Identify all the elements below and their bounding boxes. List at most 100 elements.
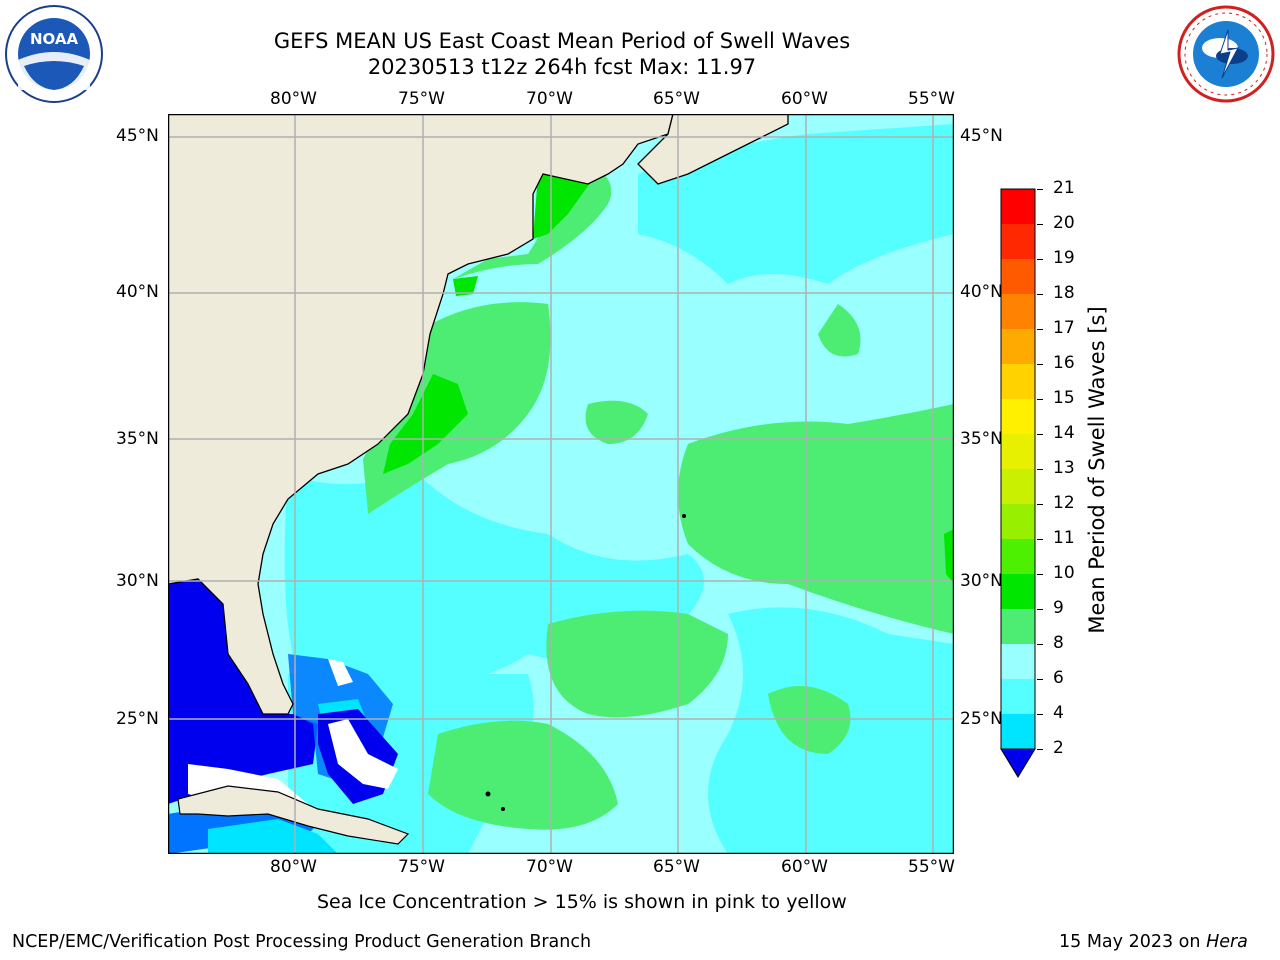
chart-title: GEFS MEAN US East Coast Mean Period of S… bbox=[273, 29, 851, 53]
swell-10-11s-region bbox=[383, 374, 468, 474]
colorbar-band bbox=[1001, 329, 1035, 364]
colorbar-tick bbox=[1037, 644, 1043, 645]
colorbar-tick bbox=[1037, 679, 1043, 680]
nova-scotia-land bbox=[637, 114, 789, 185]
colorbar-tick bbox=[1037, 539, 1043, 540]
bermuda bbox=[682, 514, 686, 518]
colorbar-tick bbox=[1037, 294, 1043, 295]
colorbar bbox=[998, 186, 1038, 786]
lat-label: 30°N bbox=[960, 571, 1003, 591]
colorbar-tick bbox=[1037, 714, 1043, 715]
colorbar-band bbox=[1001, 399, 1035, 434]
gulf-short-period-region bbox=[168, 579, 318, 804]
shallow-bank-nodata bbox=[328, 719, 398, 789]
colorbar-band bbox=[1001, 189, 1035, 224]
colorbar-tick-label: 10 bbox=[1053, 563, 1075, 583]
colorbar-tick bbox=[1037, 259, 1043, 260]
colorbar-tick-label: 18 bbox=[1053, 283, 1075, 303]
colorbar-band bbox=[1001, 714, 1035, 749]
lon-label: 70°W bbox=[526, 89, 573, 109]
lon-label: 75°W bbox=[398, 857, 445, 877]
colorbar-frame bbox=[1000, 188, 1036, 750]
colorbar-tick bbox=[1037, 504, 1043, 505]
lat-label: 45°N bbox=[960, 126, 1003, 146]
run-date: 15 May 2023 on Hera bbox=[1059, 932, 1248, 952]
swell-9-10s-region bbox=[546, 610, 728, 718]
colorbar-band bbox=[1001, 294, 1035, 329]
swell-period-map bbox=[167, 113, 955, 855]
colorbar-tick bbox=[1037, 329, 1043, 330]
colorbar-band bbox=[1001, 574, 1035, 609]
colorbar-band bbox=[1001, 679, 1035, 714]
lat-label: 40°N bbox=[960, 282, 1003, 302]
colorbar-tick bbox=[1037, 364, 1043, 365]
swell-band-cyan bbox=[638, 124, 954, 284]
lat-label: 35°N bbox=[960, 429, 1003, 449]
colorbar-graphic bbox=[1000, 188, 1036, 778]
colorbar-tick-label: 19 bbox=[1053, 248, 1075, 268]
swell-9-10s-region bbox=[585, 400, 648, 444]
svg-text:NOAA: NOAA bbox=[30, 30, 79, 48]
run-date-text: 15 May 2023 on bbox=[1059, 932, 1201, 952]
graticule bbox=[168, 114, 954, 854]
colorbar-title: Mean Period of Swell Waves [s] bbox=[1085, 306, 1109, 634]
colorbar-tick-label: 14 bbox=[1053, 423, 1075, 443]
chart-subtitle: 20230513 t12z 264h fcst Max: 11.97 bbox=[367, 55, 757, 79]
colorbar-band bbox=[1001, 539, 1035, 574]
lon-label: 65°W bbox=[653, 89, 700, 109]
nws-logo bbox=[1176, 4, 1276, 104]
map-panel bbox=[167, 113, 955, 855]
colorbar-tick-label: 4 bbox=[1053, 703, 1064, 723]
colorbar-band bbox=[1001, 469, 1035, 504]
swell-10-11s-region bbox=[533, 169, 593, 239]
colorbar-tick-label: 21 bbox=[1053, 178, 1075, 198]
colorbar-tick-label: 16 bbox=[1053, 353, 1075, 373]
colorbar-band bbox=[1001, 224, 1035, 259]
lat-label: 40°N bbox=[116, 282, 159, 302]
lon-label: 55°W bbox=[908, 89, 955, 109]
colorbar-tick-label: 11 bbox=[1053, 528, 1075, 548]
colorbar-band bbox=[1001, 609, 1035, 644]
colorbar-band bbox=[1001, 434, 1035, 469]
sea-ice-note: Sea Ice Concentration > 15% is shown in … bbox=[317, 891, 847, 913]
swell-9-10s-region bbox=[818, 304, 861, 357]
colorbar-tick-label: 13 bbox=[1053, 458, 1075, 478]
noaa-logo: NOAA bbox=[4, 4, 104, 104]
colorbar-extension bbox=[1000, 748, 1036, 778]
colorbar-tick-label: 15 bbox=[1053, 388, 1075, 408]
host-name: Hera bbox=[1206, 932, 1248, 952]
colorbar-tick-label: 8 bbox=[1053, 633, 1064, 653]
colorbar-tick bbox=[1037, 749, 1043, 750]
lon-label: 60°W bbox=[781, 857, 828, 877]
colorbar-band bbox=[1001, 259, 1035, 294]
lon-label: 80°W bbox=[270, 857, 317, 877]
colorbar-tick-label: 17 bbox=[1053, 318, 1075, 338]
colorbar-band bbox=[1001, 644, 1035, 679]
lat-label: 25°N bbox=[960, 709, 1003, 729]
lat-label: 45°N bbox=[116, 126, 159, 146]
colorbar-tick-label: 6 bbox=[1053, 668, 1064, 688]
lat-label: 25°N bbox=[116, 709, 159, 729]
producer-credit: NCEP/EMC/Verification Post Processing Pr… bbox=[12, 932, 592, 952]
lon-label: 80°W bbox=[270, 89, 317, 109]
lon-label: 75°W bbox=[398, 89, 445, 109]
colorbar-tick bbox=[1037, 434, 1043, 435]
swell-9-10s-region bbox=[428, 720, 618, 830]
swell-4-6s-region bbox=[208, 819, 338, 854]
map-frame bbox=[167, 113, 955, 855]
colorbar-tick-label: 2 bbox=[1053, 738, 1064, 758]
colorbar-tick bbox=[1037, 399, 1043, 400]
colorbar-tick bbox=[1037, 224, 1043, 225]
swell-9-10s-region bbox=[678, 404, 954, 634]
lon-label: 55°W bbox=[908, 857, 955, 877]
lat-label: 35°N bbox=[116, 429, 159, 449]
colorbar-band bbox=[1001, 504, 1035, 539]
colorbar-tick bbox=[1037, 574, 1043, 575]
colorbar-tick-label: 9 bbox=[1053, 598, 1064, 618]
island bbox=[501, 807, 505, 811]
island bbox=[485, 791, 491, 797]
colorbar-band bbox=[1001, 364, 1035, 399]
cuba-land bbox=[177, 785, 410, 845]
colorbar-tick bbox=[1037, 609, 1043, 610]
colorbar-tick-label: 12 bbox=[1053, 493, 1075, 513]
